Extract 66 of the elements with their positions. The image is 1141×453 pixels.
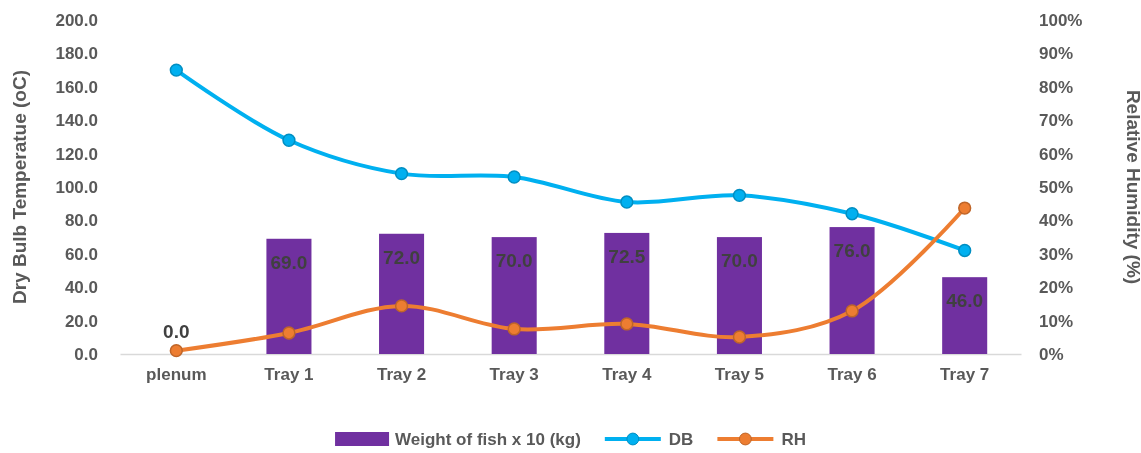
y-tick-label: 60.0 (64, 244, 98, 264)
point (620, 195, 634, 209)
data-label: 76.0 (833, 240, 871, 262)
y2-axis-title: Relative Humidity (%) (1123, 89, 1141, 285)
y2-tick-label: 20% (1039, 278, 1074, 298)
point (169, 63, 183, 77)
bar (942, 277, 988, 354)
y2-tick-label: 40% (1039, 211, 1074, 231)
point (845, 207, 859, 221)
point (282, 133, 296, 147)
point (732, 330, 747, 344)
y-axis-title: Dry Bulb Temperatue (oC) (9, 69, 30, 305)
bar (491, 237, 537, 354)
y2-tick-label: 30% (1039, 244, 1074, 264)
data-label: 69.0 (270, 251, 308, 273)
point (958, 201, 972, 215)
y-tick-label: 20.0 (64, 311, 98, 331)
x-tick-label: Tray 5 (714, 365, 765, 385)
y-tick-label: 40.0 (64, 278, 98, 298)
x-tick-label: Tray 1 (264, 365, 314, 385)
y-tick-label: 140.0 (55, 111, 98, 131)
legend-label: DB (668, 429, 694, 449)
point (845, 304, 859, 318)
legend-label: RH (781, 429, 806, 449)
bar (266, 238, 312, 354)
data-label: 46.0 (946, 290, 984, 312)
y-tick-label: 100.0 (55, 177, 98, 197)
point (394, 166, 409, 181)
y2-tick-label: 90% (1039, 44, 1074, 64)
y2-tick-label: 10% (1039, 311, 1074, 331)
x-tick-label: Tray 2 (376, 365, 427, 385)
x-tick-label: plenum (146, 365, 207, 385)
y-tick-label: 200.0 (55, 10, 98, 30)
y-tick-label: 160.0 (55, 77, 98, 97)
y2-tick-label: 60% (1039, 144, 1074, 164)
y2-tick-label: 80% (1039, 77, 1074, 97)
point (620, 317, 634, 331)
bar (716, 237, 762, 354)
data-label: 0.0 (163, 321, 190, 342)
bar (829, 227, 875, 354)
y2-tick-label: 70% (1039, 111, 1074, 131)
data-label: 70.0 (495, 250, 533, 272)
bar (604, 232, 650, 354)
x-tick-label: Tray 7 (940, 365, 990, 385)
y-tick-label: 120.0 (55, 144, 98, 164)
data-label: 72.5 (608, 245, 646, 267)
y2-tick-label: 50% (1039, 177, 1074, 197)
point (507, 322, 521, 336)
y2-tick-label: 0% (1039, 344, 1064, 364)
legend-label: Weight of fish x 10 (kg) (395, 429, 581, 449)
point (507, 170, 521, 184)
x-tick-label: Tray 3 (489, 365, 539, 385)
x-tick-label: Tray 6 (827, 365, 877, 385)
x-tick-label: Tray 4 (602, 365, 652, 385)
data-label: 70.0 (720, 250, 758, 272)
point (169, 344, 183, 358)
point (282, 326, 296, 340)
y2-tick-label: 100% (1039, 10, 1083, 30)
y-tick-label: 80.0 (64, 211, 98, 231)
point (958, 243, 972, 258)
y-tick-label: 180.0 (55, 44, 98, 64)
bar (379, 233, 425, 354)
data-label: 72.0 (383, 246, 421, 268)
point (732, 188, 747, 203)
y-tick-label: 0.0 (74, 344, 98, 364)
point (394, 299, 409, 313)
